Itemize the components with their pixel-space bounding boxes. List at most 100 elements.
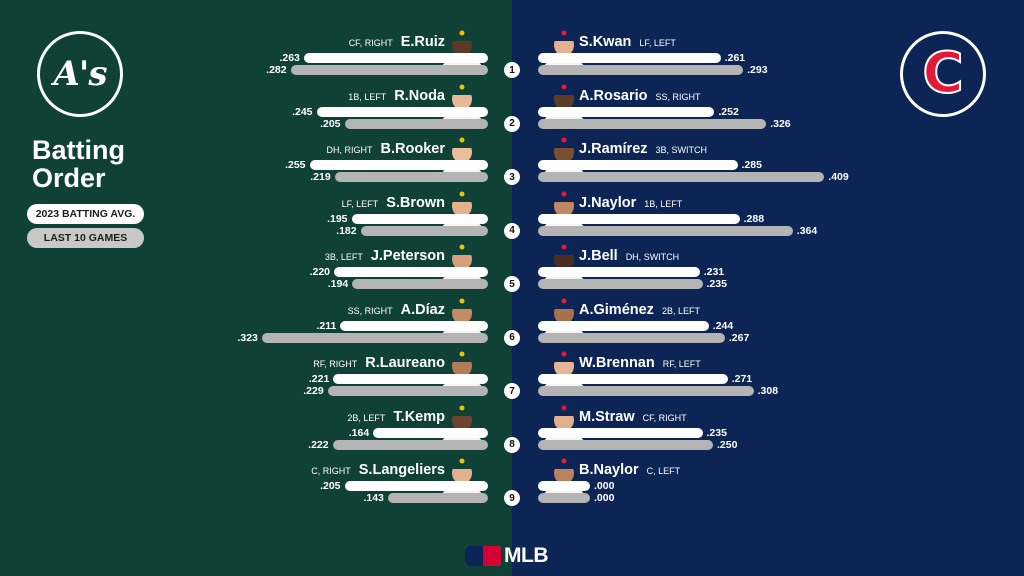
player-name-right-4: J.Naylor — [579, 194, 637, 211]
bar-last10-right-3 — [538, 172, 825, 182]
value-last10-left-9: .143 — [363, 492, 384, 504]
player-name-left-8: T.Kemp — [393, 408, 445, 425]
value-last10-right-1: .293 — [747, 64, 768, 76]
player-name-right-5: J.Bell — [579, 248, 618, 264]
bar-avg-right-8 — [538, 427, 703, 438]
value-last10-left-2: .205 — [320, 117, 341, 130]
batting-order-number-5: 5 — [504, 276, 520, 292]
value-last10-left-8: .222 — [308, 438, 329, 451]
player-position-left-3: DH, RIGHT — [326, 145, 373, 155]
player-name-row-right-1: S.Kwan LF, LEFT — [579, 34, 676, 54]
value-last10-right-8: .250 — [717, 438, 738, 451]
bar-avg-left-8 — [373, 427, 488, 438]
bar-last10-left-6 — [261, 332, 488, 343]
bar-avg-right-6 — [538, 320, 709, 331]
value-avg-left-3: .255 — [285, 159, 306, 171]
player-name-right-3: J.Ramírez — [579, 141, 648, 157]
bar-last10-right-4 — [538, 225, 793, 236]
value-last10-right-5: .235 — [706, 278, 727, 290]
value-avg-right-2: .252 — [718, 105, 739, 118]
value-avg-left-9: .205 — [320, 480, 341, 492]
title-line-2: Order — [32, 163, 106, 193]
value-avg-right-5: .231 — [703, 266, 725, 278]
player-position-left-5: 3B, LEFT — [324, 252, 363, 262]
player-name-row-right-9: B.Naylor C, LEFT — [579, 462, 680, 482]
player-position-left-9: C, RIGHT — [311, 466, 351, 476]
value-last10-right-3: .409 — [828, 171, 849, 183]
bar-last10-right-7 — [538, 386, 754, 396]
player-position-left-2: 1B, LEFT — [348, 91, 387, 102]
value-last10-right-6: .267 — [728, 331, 750, 344]
bar-avg-left-4 — [351, 213, 488, 224]
player-name-right-1: S.Kwan — [579, 34, 632, 50]
player-name-row-left-3: DH, RIGHT B.Rooker — [327, 141, 445, 161]
player-name-right-9: B.Naylor — [579, 462, 639, 478]
player-name-left-4: S.Brown — [386, 194, 445, 211]
player-position-left-7: RF, RIGHT — [313, 359, 358, 369]
bar-last10-left-2 — [344, 118, 488, 129]
player-name-left-1: E.Ruiz — [400, 34, 445, 50]
value-last10-right-9: .000 — [594, 492, 615, 504]
bar-avg-right-9 — [538, 481, 590, 491]
player-position-right-3: 3B, SWITCH — [655, 145, 708, 155]
bar-last10-left-5 — [352, 279, 488, 289]
player-name-row-right-7: W.Brennan RF, LEFT — [579, 355, 701, 375]
legend-season-avg: 2023 BATTING AVG. — [27, 204, 144, 224]
batting-order-number-8: 8 — [504, 436, 520, 453]
value-avg-right-7: .271 — [731, 373, 753, 385]
bar-last10-left-8 — [332, 439, 488, 450]
player-position-right-7: RF, LEFT — [662, 359, 701, 369]
value-avg-left-1: .263 — [279, 52, 300, 64]
bar-last10-right-1 — [538, 65, 744, 75]
athletics-logo-text: A's — [53, 54, 108, 94]
value-last10-left-6: .323 — [237, 331, 258, 344]
player-name-row-right-5: J.Bell DH, SWITCH — [579, 248, 679, 268]
value-avg-right-9: .000 — [594, 480, 615, 492]
value-last10-right-4: .364 — [796, 224, 818, 237]
value-avg-right-1: .261 — [724, 52, 746, 64]
value-avg-left-8: .164 — [348, 426, 370, 439]
bar-last10-left-9 — [387, 493, 488, 503]
player-name-row-left-1: CF, RIGHT E.Ruiz — [349, 34, 445, 54]
player-name-left-9: S.Langeliers — [358, 462, 445, 478]
player-position-right-1: LF, LEFT — [639, 38, 676, 48]
bar-last10-left-1 — [290, 65, 488, 75]
bar-avg-left-2 — [316, 106, 488, 117]
athletics-logo: A's — [37, 31, 123, 117]
player-position-left-4: LF, LEFT — [341, 198, 379, 209]
value-last10-left-7: .229 — [303, 385, 324, 397]
legend-last-10: LAST 10 GAMES — [27, 228, 144, 248]
player-position-left-6: SS, RIGHT — [347, 305, 393, 316]
bar-avg-right-3 — [538, 160, 738, 170]
value-last10-left-1: .282 — [266, 64, 287, 76]
value-last10-right-7: .308 — [757, 385, 779, 397]
player-name-row-right-2: A.Rosario SS, RIGHT — [579, 88, 701, 108]
batting-order-number-3: 3 — [504, 169, 520, 185]
guardians-logo-text: C — [921, 41, 964, 106]
value-avg-left-5: .220 — [309, 266, 330, 278]
player-name-left-3: B.Rooker — [380, 141, 445, 157]
mlb-badge-icon — [465, 546, 501, 566]
value-avg-right-6: .244 — [712, 319, 734, 332]
bar-last10-right-2 — [538, 118, 767, 129]
player-name-left-5: J.Peterson — [370, 248, 445, 264]
bar-avg-right-2 — [538, 106, 715, 117]
mlb-logo-text: MLB — [504, 544, 549, 567]
bar-last10-left-4 — [360, 225, 488, 236]
bar-avg-right-5 — [538, 267, 700, 277]
player-name-row-right-6: A.Giménez 2B, LEFT — [579, 302, 700, 322]
value-last10-left-4: .182 — [336, 224, 357, 237]
bar-avg-left-1 — [303, 53, 488, 63]
player-position-left-1: CF, RIGHT — [348, 38, 393, 48]
batting-order-number-2: 2 — [504, 115, 520, 132]
bar-avg-left-7 — [333, 374, 488, 384]
bar-avg-right-1 — [538, 53, 721, 63]
bar-last10-right-6 — [538, 332, 725, 343]
player-name-row-left-2: 1B, LEFT R.Noda — [348, 88, 445, 108]
bar-last10-right-9 — [538, 493, 590, 503]
value-avg-right-4: .288 — [743, 212, 765, 225]
player-name-left-7: R.Laureano — [365, 355, 445, 371]
player-name-row-left-5: 3B, LEFT J.Peterson — [325, 248, 445, 268]
player-name-row-right-4: J.Naylor 1B, LEFT — [579, 195, 682, 215]
bar-avg-left-9 — [344, 481, 488, 491]
